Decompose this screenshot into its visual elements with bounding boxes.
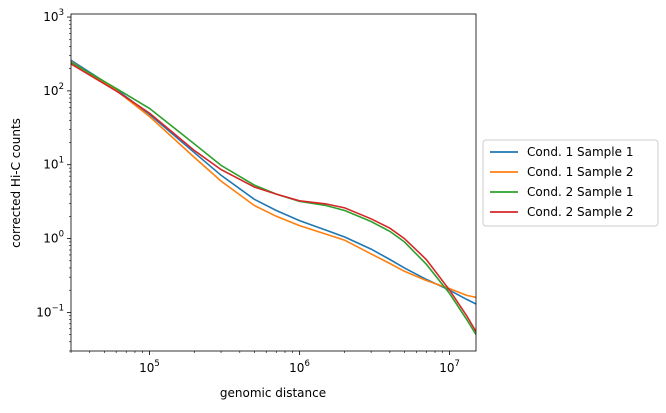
- legend-items: Cond. 1 Sample 1 Cond. 1 Sample 2 Cond. 2 …: [490, 145, 633, 219]
- plot-frame: [70, 13, 477, 352]
- x-tick-label: 106: [289, 359, 310, 375]
- x-tick-label: 107: [439, 359, 460, 375]
- series-line-3: [71, 61, 476, 336]
- y-axis-ticks: 10−1 100 101 102 103: [36, 8, 71, 319]
- legend-label: Cond. 2 Sample 1: [527, 185, 633, 199]
- series-lines: [71, 59, 476, 336]
- y-tick-label: 102: [43, 82, 64, 98]
- series-line-4: [71, 63, 476, 333]
- minor-ticks: [69, 20, 444, 353]
- series-line-2: [71, 60, 476, 299]
- legend: Cond. 1 Sample 1 Cond. 1 Sample 2 Cond. 2 …: [482, 139, 659, 227]
- y-tick-label: 10−1: [36, 303, 64, 319]
- legend-box: [482, 139, 659, 227]
- x-axis-ticks: 105 106 107: [139, 351, 460, 375]
- y-tick-label: 103: [43, 8, 64, 24]
- y-axis-label: corrected Hi-C counts: [9, 118, 23, 248]
- x-tick-label: 105: [139, 359, 160, 375]
- y-tick-label: 101: [43, 156, 64, 172]
- y-tick-label: 100: [43, 230, 64, 246]
- x-axis-label: genomic distance: [220, 386, 326, 400]
- legend-label: Cond. 2 Sample 2: [527, 205, 633, 219]
- legend-label: Cond. 1 Sample 1: [527, 145, 633, 159]
- legend-label: Cond. 1 Sample 2: [527, 165, 633, 179]
